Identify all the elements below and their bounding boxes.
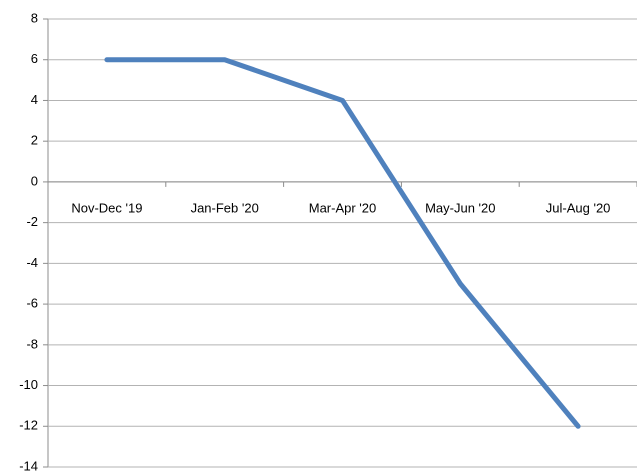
y-tick-label: 6 — [31, 51, 38, 66]
y-tick-label: -10 — [19, 377, 38, 392]
y-tick-label: -14 — [19, 458, 38, 473]
x-tick-label: Jul-Aug '20 — [546, 200, 611, 215]
y-tick-label: 0 — [31, 173, 38, 188]
x-tick-label: Nov-Dec '19 — [71, 200, 142, 215]
y-tick-label: 2 — [31, 133, 38, 148]
y-tick-label: -4 — [26, 255, 38, 270]
y-tick-label: -2 — [26, 214, 38, 229]
y-tick-label: 8 — [31, 10, 38, 25]
x-tick-label: Jan-Feb '20 — [191, 200, 259, 215]
y-tick-label: -8 — [26, 336, 38, 351]
x-tick-label: Mar-Apr '20 — [309, 200, 377, 215]
y-tick-label: 4 — [31, 92, 38, 107]
x-tick-label: May-Jun '20 — [425, 200, 495, 215]
y-tick-label: -6 — [26, 296, 38, 311]
y-tick-label: -12 — [19, 418, 38, 433]
data-line — [104, 57, 581, 429]
